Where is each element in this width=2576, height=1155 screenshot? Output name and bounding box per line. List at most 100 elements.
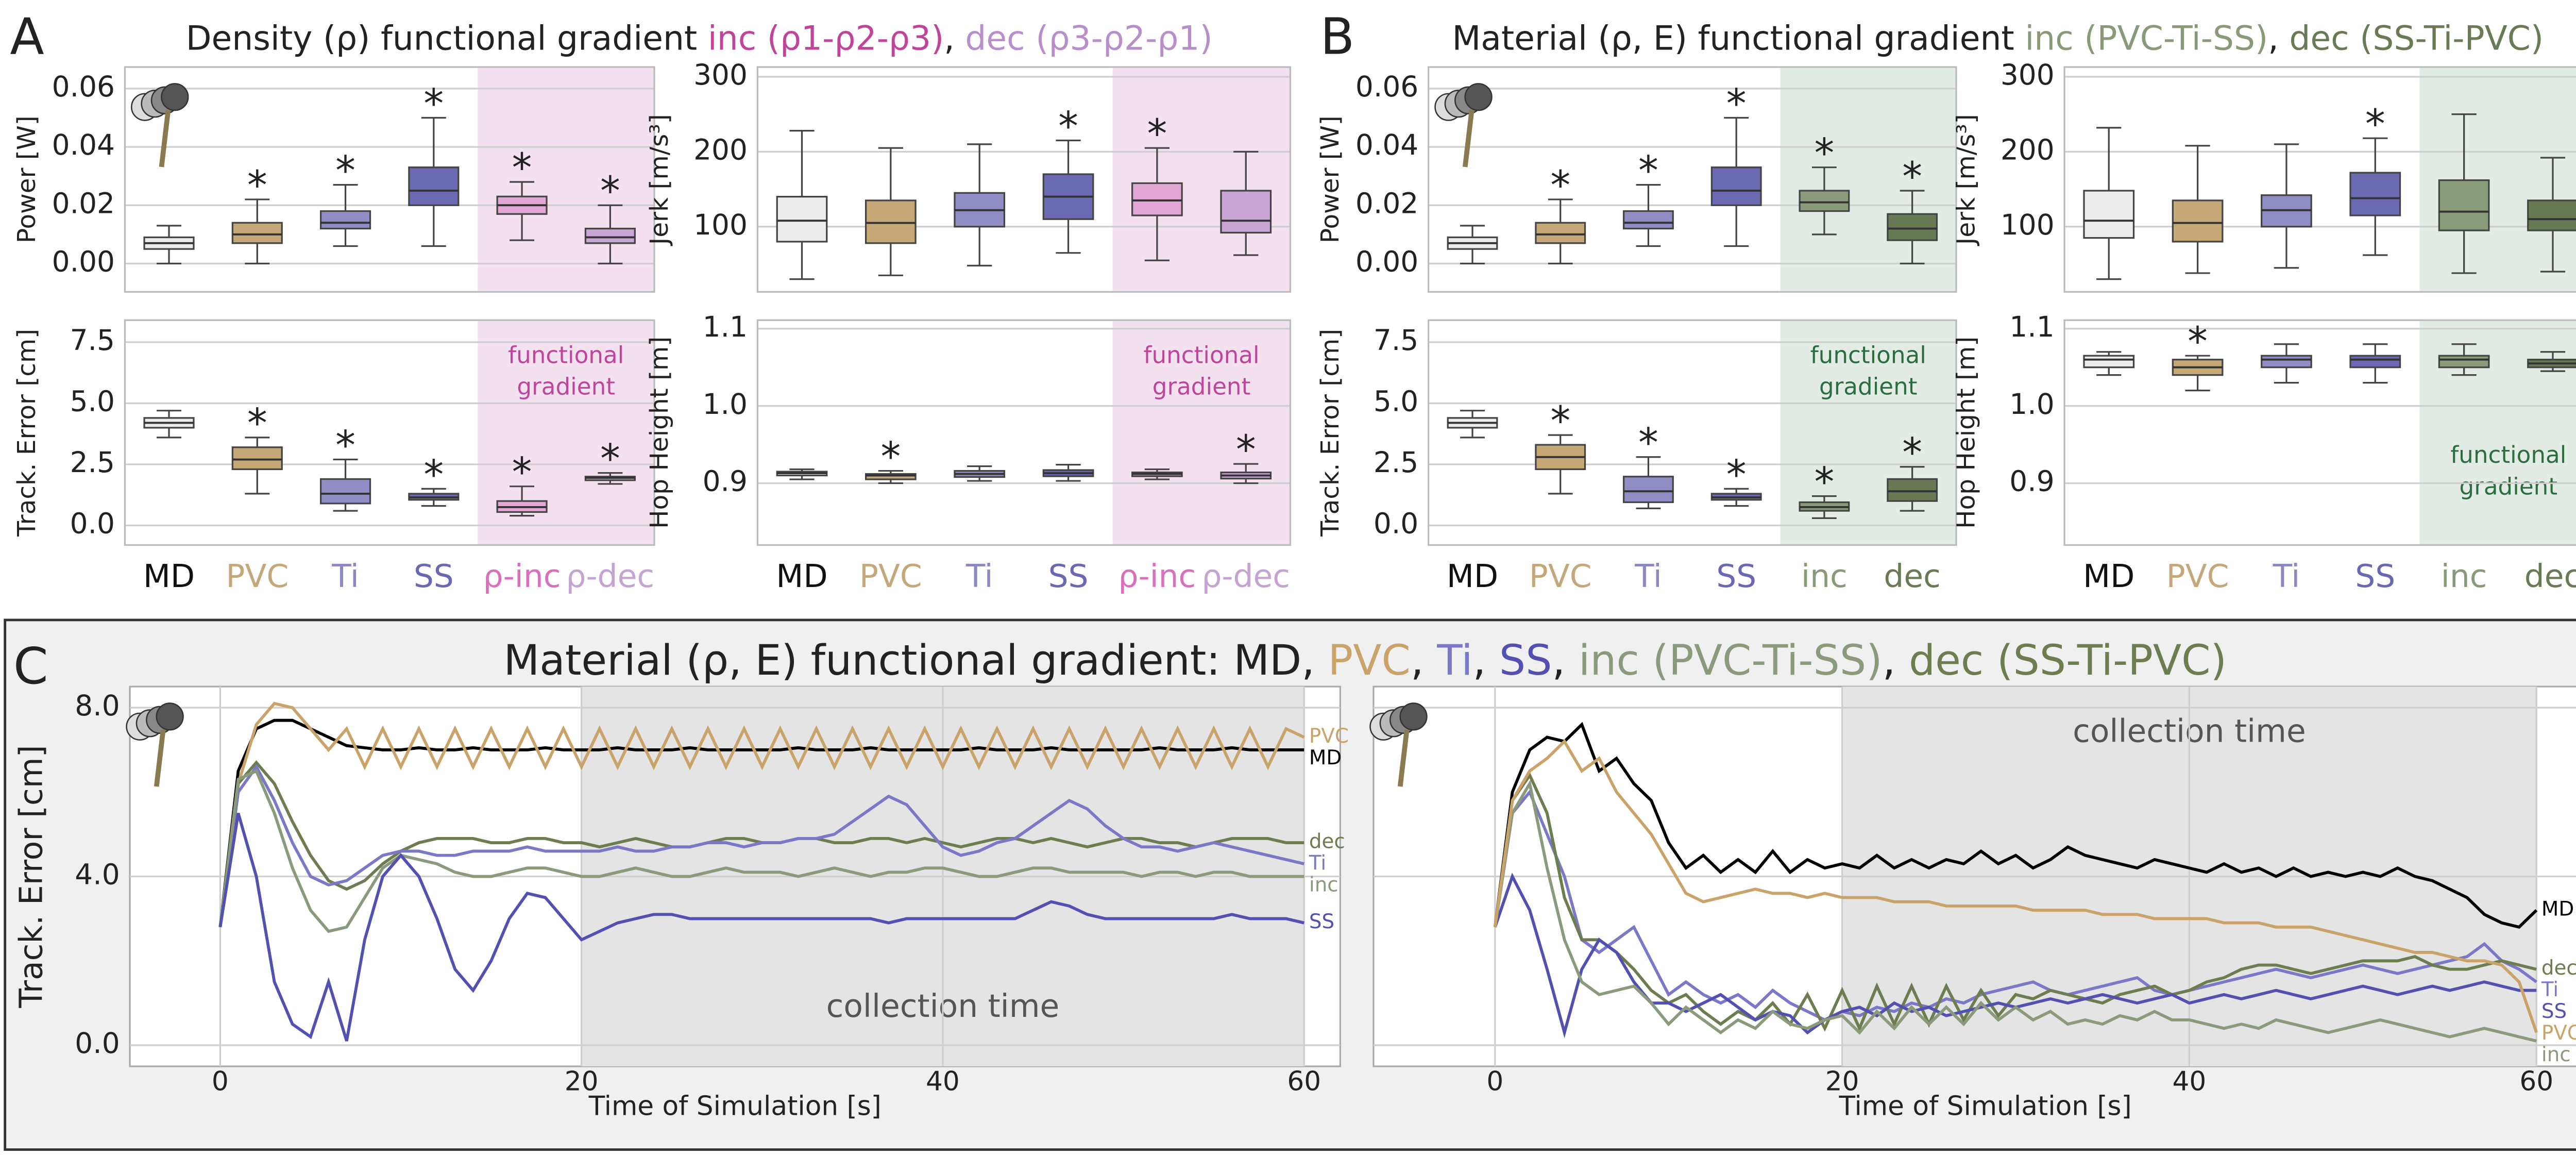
significance-star: *	[512, 449, 532, 496]
x-tick-label: SS	[414, 558, 454, 595]
series-line	[218, 701, 1305, 928]
box	[1799, 190, 1850, 212]
y-axis-label: Track. Error [cm]	[1316, 329, 1345, 537]
box	[231, 446, 283, 471]
x-tick-label: inc	[1801, 558, 1848, 595]
y-tick-label: 0.06	[52, 70, 115, 103]
y-tick-label: 200	[693, 133, 748, 166]
x-tick-label: 40	[2173, 1066, 2207, 1097]
plot-frame	[1428, 319, 1957, 546]
x-tick-label: PVC	[2166, 558, 2229, 595]
panel-title: Material (ρ, E) functional gradient: MD,…	[504, 637, 2227, 685]
x-tick-label: MD	[143, 558, 195, 595]
series-line	[1493, 779, 2537, 1043]
significance-star: *	[1815, 130, 1835, 177]
significance-star: *	[1550, 398, 1570, 444]
series-line	[218, 764, 1304, 928]
box	[2349, 172, 2401, 216]
panel-letter: A	[10, 8, 44, 66]
title-part: Material (ρ, E) functional gradient	[1452, 19, 2025, 58]
y-axis-label: Track. Error [cm]	[13, 745, 50, 1008]
significance-star: *	[1236, 427, 1256, 473]
series-end-label: Ti	[1309, 852, 1326, 875]
box	[1131, 182, 1183, 216]
box	[1887, 478, 1938, 502]
y-axis-label: Hop Height [m]	[645, 337, 674, 529]
series-line	[1493, 789, 2537, 1022]
series-end-label: dec	[1309, 830, 1345, 853]
y-tick-label: 300	[693, 58, 748, 91]
x-tick-label: inc	[2441, 558, 2487, 595]
box	[408, 166, 460, 206]
x-axis-label: Time of Simulation [s]	[1838, 1091, 2131, 1122]
series-line	[218, 718, 1304, 928]
highlight-label: functional	[1144, 341, 1260, 369]
title-part: dec (SS-Ti-PVC)	[2289, 19, 2544, 58]
y-axis-label: Track. Error [cm]	[12, 329, 41, 537]
highlight-label: functional	[1810, 341, 1926, 369]
title-part: ,	[1411, 637, 1437, 685]
significance-star: *	[1902, 154, 1922, 200]
title-part: inc (ρ1-ρ2-ρ3)	[708, 19, 944, 58]
y-tick-label: 0.0	[70, 507, 115, 540]
series-end-label: PVC	[2541, 1022, 2576, 1045]
highlight-band	[1112, 320, 1291, 545]
x-tick-label: 0	[212, 1066, 229, 1097]
box	[2172, 199, 2224, 243]
x-tick-label: Ti	[1634, 558, 1662, 595]
title-part: ,	[1552, 637, 1578, 685]
y-axis-label: Power [W]	[1316, 115, 1345, 243]
significance-star: *	[423, 80, 444, 127]
title-part: ,	[2268, 19, 2289, 58]
box	[2083, 190, 2135, 239]
robot-icon	[156, 702, 184, 731]
series-end-label: SS	[1309, 910, 1334, 933]
panel-title: Density (ρ) functional gradient inc (ρ1-…	[186, 19, 1213, 58]
x-tick-label: Ti	[965, 558, 993, 595]
highlight-band	[1112, 67, 1291, 292]
highlight-label: gradient	[1153, 373, 1251, 400]
x-tick-label: MD	[776, 558, 827, 595]
x-tick-label: 60	[1287, 1066, 1321, 1097]
series-end-label: Ti	[2541, 978, 2558, 1001]
box	[2349, 355, 2401, 369]
box	[1535, 222, 1586, 244]
x-tick-label: 20	[565, 1066, 599, 1097]
y-tick-label: 0.00	[52, 245, 115, 278]
panel-title: Material (ρ, E) functional gradient inc …	[1452, 19, 2544, 58]
significance-star: *	[1638, 147, 1658, 194]
significance-star: *	[1815, 459, 1835, 505]
highlight-label: functional	[2450, 441, 2566, 468]
series-line	[1493, 739, 2538, 1033]
box	[2438, 355, 2490, 369]
box	[865, 199, 917, 244]
y-tick-label: 0.9	[2009, 465, 2054, 498]
title-part: dec (SS-Ti-PVC)	[1909, 637, 2227, 685]
y-tick-label: 0.04	[1355, 128, 1418, 161]
significance-star: *	[600, 168, 620, 214]
significance-star: *	[1726, 451, 1747, 498]
y-tick-label: 1.0	[703, 388, 748, 421]
y-tick-label: 5.0	[70, 385, 115, 418]
plot-frame	[756, 66, 1292, 293]
significance-star: *	[247, 400, 267, 447]
significance-star: *	[600, 436, 620, 482]
x-tick-label: ρ-dec	[566, 558, 655, 595]
x-tick-label: MD	[1447, 558, 1498, 595]
box	[231, 222, 283, 244]
panel-letter: B	[1320, 8, 1355, 66]
y-tick-label: 7.5	[1374, 324, 1418, 357]
series-end-label: PVC	[1309, 725, 1349, 748]
x-tick-label: 60	[2519, 1066, 2553, 1097]
y-tick-label: 8.0	[75, 689, 120, 722]
title-part: inc (PVC-Ti-SS)	[2025, 19, 2268, 58]
y-tick-label: 0.02	[1355, 187, 1418, 220]
title-part: dec (ρ3-ρ2-ρ1)	[965, 19, 1212, 58]
significance-star: *	[1638, 420, 1658, 466]
box	[776, 196, 828, 243]
title-part: inc (PVC-Ti-SS)	[1579, 637, 1883, 685]
series-line	[218, 812, 1304, 1042]
x-tick-label: ρ-inc	[483, 558, 561, 595]
